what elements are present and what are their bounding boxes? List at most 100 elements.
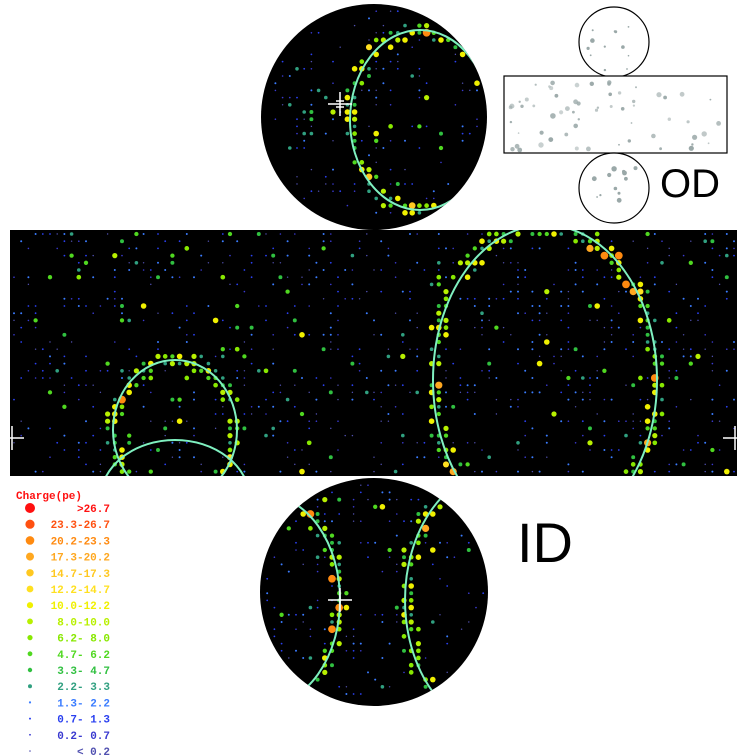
pmt-hit	[193, 456, 195, 459]
pmt-hit	[459, 51, 466, 58]
pmt-hit	[20, 434, 23, 437]
pmt-hit	[382, 82, 385, 85]
pmt-hit	[546, 334, 548, 336]
pmt-hit	[436, 396, 442, 403]
pmt-hit	[265, 233, 267, 235]
pmt-hit	[710, 447, 715, 453]
pmt-hit	[106, 369, 109, 372]
pmt-hit	[400, 353, 406, 360]
od-hit	[572, 110, 575, 114]
pmt-hit	[256, 232, 261, 236]
pmt-hit	[443, 332, 449, 338]
pmt-hit	[711, 370, 714, 372]
pmt-hit	[381, 613, 384, 616]
pmt-hit	[20, 341, 23, 343]
pmt-hit	[292, 318, 297, 323]
pmt-hit	[675, 463, 678, 466]
pmt-hit	[639, 420, 642, 422]
pmt-hit	[567, 341, 570, 343]
pmt-hit	[416, 261, 419, 264]
pmt-hit	[704, 463, 706, 466]
pmt-hit	[546, 312, 548, 314]
pmt-hit	[454, 103, 457, 106]
pmt-hit	[345, 88, 350, 93]
pmt-hit	[331, 585, 333, 587]
pmt-hit	[358, 240, 361, 243]
pmt-hit	[416, 655, 421, 661]
pmt-hit	[177, 397, 182, 402]
pmt-hit	[409, 591, 414, 596]
pmt-hit	[295, 628, 297, 631]
pmt-hit	[374, 613, 377, 616]
pmt-hit	[171, 456, 174, 458]
pmt-hit	[374, 196, 379, 201]
pmt-hit	[380, 463, 382, 466]
pmt-hit	[545, 297, 548, 300]
pmt-hit	[279, 612, 284, 617]
pmt-hit	[410, 498, 413, 501]
pmt-hit	[128, 348, 131, 351]
pmt-hit	[661, 341, 663, 343]
pmt-hit	[410, 520, 413, 523]
pmt-hit	[508, 239, 513, 244]
pmt-hit	[332, 118, 334, 121]
pmt-hit	[83, 260, 89, 265]
pmt-hit	[272, 247, 275, 250]
pmt-hit	[517, 398, 519, 401]
pmt-hit	[668, 369, 671, 372]
pmt-hit	[367, 74, 371, 78]
pmt-hit	[303, 147, 306, 149]
pmt-hit	[34, 377, 37, 379]
pmt-hit	[375, 32, 377, 34]
pmt-hit	[468, 132, 471, 135]
pmt-hit	[510, 398, 512, 401]
pmt-hit	[474, 442, 476, 444]
pmt-hit	[479, 260, 485, 266]
od-hit	[586, 46, 590, 51]
pmt-hit	[359, 160, 365, 165]
pmt-hit	[279, 391, 282, 394]
pmt-hit	[396, 563, 398, 566]
pmt-hit	[682, 297, 685, 300]
pmt-hit	[668, 247, 670, 250]
pmt-hit	[560, 391, 563, 394]
pmt-hit	[443, 425, 449, 432]
pmt-hit	[329, 312, 332, 315]
pmt-hit	[545, 441, 548, 444]
pmt-hit	[632, 333, 635, 336]
pmt-hit	[725, 247, 728, 250]
pmt-hit	[228, 441, 232, 445]
pmt-hit	[128, 269, 131, 271]
pmt-hit	[281, 75, 284, 77]
pmt-hit	[149, 449, 152, 451]
pmt-hit	[473, 384, 476, 387]
pmt-hit	[213, 469, 218, 474]
od-hit	[550, 113, 556, 119]
pmt-hit	[315, 261, 318, 264]
pmt-hit	[92, 384, 94, 386]
pmt-hit	[465, 253, 470, 258]
pmt-hit	[495, 470, 498, 473]
pmt-hit	[185, 319, 188, 322]
pmt-hit	[502, 341, 505, 343]
pmt-hit	[589, 398, 591, 401]
pmt-hit	[488, 369, 491, 372]
pmt-hit	[431, 563, 434, 566]
pmt-hit	[394, 312, 397, 314]
pmt-hit	[473, 305, 476, 307]
pmt-hit	[106, 297, 109, 300]
pmt-hit	[351, 109, 358, 115]
pmt-hit	[574, 283, 577, 286]
pmt-hit	[323, 556, 326, 559]
pmt-hit	[329, 612, 335, 618]
pmt-hit	[322, 233, 325, 235]
pmt-hit	[99, 369, 102, 372]
pmt-hit	[416, 233, 419, 235]
pmt-hit	[466, 548, 471, 552]
pmt-hit	[127, 469, 132, 474]
pmt-hit	[178, 456, 181, 459]
pmt-hit	[164, 463, 167, 466]
pmt-hit	[221, 233, 224, 235]
pmt-hit	[566, 375, 571, 381]
